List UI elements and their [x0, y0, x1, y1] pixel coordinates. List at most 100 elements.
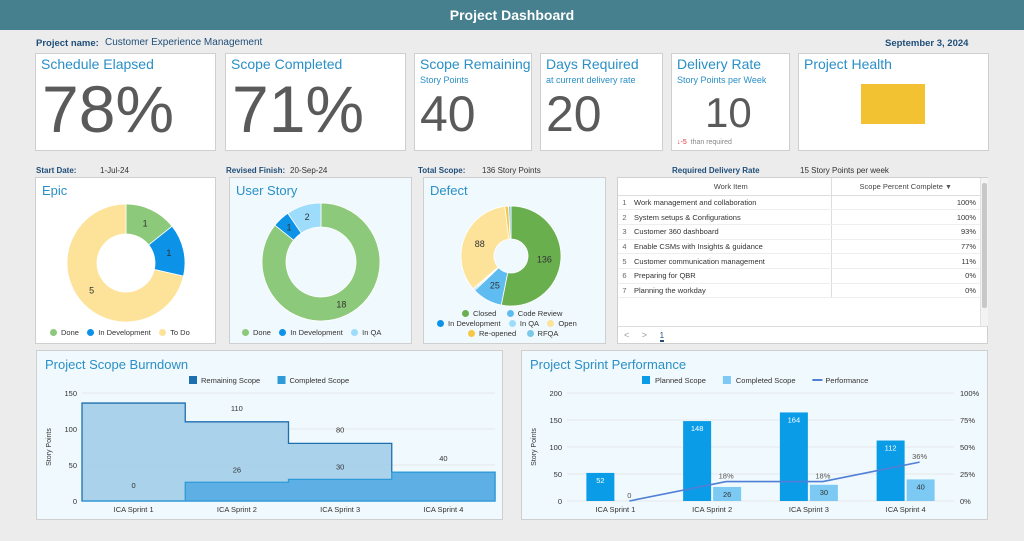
legend-dot-icon [50, 329, 57, 336]
days-required-card: Days Required at current delivery rate 2… [540, 53, 663, 151]
schedule-elapsed-title: Schedule Elapsed [41, 56, 154, 72]
work-item-cell: Customer communication management [631, 253, 831, 269]
user-story-card: User Story 18 1 2 Done In Development In Q… [229, 177, 412, 344]
donut-value-label: 18 [336, 299, 346, 309]
vertical-scrollbar[interactable] [980, 178, 988, 326]
y2-tick-label: 0% [960, 497, 971, 506]
legend-item[interactable]: Done [242, 328, 271, 337]
legend-dot-icon [279, 329, 287, 336]
page-number[interactable]: 1 [659, 331, 665, 342]
y-tick-label: 100 [549, 443, 562, 452]
legend-item[interactable]: In Development [87, 328, 151, 337]
table-row[interactable]: 2 System setups & Configurations 100% [618, 209, 980, 225]
table-row[interactable]: 6 Preparing for QBR 0% [618, 268, 980, 284]
table-row[interactable]: 7 Planning the workday 0% [618, 283, 980, 299]
legend-item[interactable]: Re-opened [468, 329, 516, 338]
completed-value-label: 30 [820, 488, 828, 497]
delivery-rate-subtitle: Story Points per Week [677, 75, 767, 85]
legend-item[interactable]: In QA [351, 328, 381, 337]
scope-percent-header-label: Scope Percent Complete [859, 181, 943, 191]
schedule-elapsed-card: Schedule Elapsed 78% [35, 53, 216, 151]
completed-scope-bar [906, 479, 935, 501]
table-row[interactable]: 3 Customer 360 dashboard 93% [618, 224, 980, 240]
y-tick-label: 50 [69, 461, 77, 470]
row-number: 6 [618, 268, 631, 284]
days-required-subtitle: at current delivery rate [546, 75, 636, 85]
days-required-title: Days Required [546, 56, 639, 72]
total-scope-label: Total Scope: [418, 166, 466, 175]
work-item-header-label: Work Item [713, 181, 748, 191]
table-row[interactable]: 1 Work management and collaboration 100% [618, 195, 980, 211]
report-date: September 3, 2024 [885, 38, 969, 49]
legend-label: In Development [448, 319, 501, 328]
legend-item[interactable]: Code Review [506, 309, 562, 318]
legend-item[interactable]: In Development [437, 319, 501, 328]
scope-remaining-value: 40 [420, 86, 476, 142]
row-number: 5 [618, 253, 631, 269]
prev-page-icon[interactable]: < [624, 330, 630, 340]
table-row[interactable]: 5 Customer communication management 11% [618, 253, 980, 269]
legend-item[interactable]: RFQA [526, 329, 558, 338]
project-name-value: Customer Experience Management [105, 37, 263, 48]
y-tick-label: 0 [558, 497, 562, 506]
planned-value-label: 52 [596, 476, 604, 485]
y-tick-label: 0 [73, 497, 77, 506]
days-required-value: 20 [546, 86, 602, 142]
x-tick-label: ICA Sprint 2 [217, 505, 257, 514]
scope-completed-card: Scope Completed 71% [225, 53, 406, 151]
burndown-chart: Project Scope Burndown Remaining Scope Com… [45, 357, 496, 514]
legend-label: Performance [825, 376, 868, 385]
scope-percent-cell: 93% [830, 224, 980, 240]
start-date-value: 1-Jul-24 [100, 166, 129, 175]
legend-label: Re-opened [479, 329, 517, 338]
work-item-cell: Enable CSMs with Insights & guidance [631, 239, 831, 255]
scrollbar-thumb[interactable] [982, 183, 987, 308]
legend-item[interactable]: Open [547, 319, 577, 328]
defect-legend-row-3: Re-opened RFQA [468, 329, 558, 338]
work-item-cell: Planning the workday [631, 283, 831, 299]
legend-item[interactable]: Done [50, 328, 79, 337]
planned-value-label: 148 [691, 424, 704, 433]
legend-label: In QA [362, 328, 382, 337]
remaining-value-label: 80 [336, 425, 344, 434]
donut-value-label: 5 [89, 285, 94, 295]
y-tick-label: 150 [64, 389, 77, 398]
scope-remaining-title: Scope Remaining [420, 56, 531, 72]
legend-swatch-icon [189, 376, 197, 384]
legend-dot-icon [508, 320, 516, 327]
planned-scope-bar [586, 472, 615, 501]
work-item-header[interactable]: Work Item [631, 178, 831, 196]
scope-percent-cell: 0% [830, 268, 980, 284]
legend-item[interactable]: To Do [159, 328, 190, 337]
epic-card: Epic 1 1 5 Done In Development To Do [35, 177, 216, 344]
scope-completed-title: Scope Completed [231, 56, 343, 72]
performance-value-label: 36% [912, 452, 927, 461]
row-number: 3 [618, 224, 631, 240]
schedule-elapsed-value: 78% [42, 72, 175, 146]
start-date-label: Start Date: [36, 166, 77, 175]
table-row[interactable]: 4 Enable CSMs with Insights & guidance 77% [618, 239, 980, 255]
donut-value-label: 88 [475, 239, 485, 249]
scope-percent-header[interactable]: Scope Percent Complete ▼ [830, 178, 980, 196]
performance-value-label: 0 [627, 491, 631, 500]
planned-scope-bar [779, 412, 808, 501]
legend-swatch-icon [277, 376, 286, 384]
defect-legend-row-2: In Development In QA Open [437, 319, 577, 328]
legend-item[interactable]: In Development [279, 328, 343, 337]
sprint-performance-card: Project Sprint Performance Planned Scope C… [521, 350, 988, 520]
sort-descending-icon[interactable]: ▼ [945, 183, 952, 191]
work-item-cell: Preparing for QBR [631, 268, 831, 284]
project-name-label: Project name: [36, 38, 99, 49]
legend-dot-icon [87, 329, 95, 336]
donut-slice [460, 205, 510, 290]
project-health-title: Project Health [804, 56, 892, 72]
legend-item[interactable]: Closed [462, 309, 496, 318]
row-number: 1 [618, 195, 631, 211]
legend-item[interactable]: In QA [508, 319, 539, 328]
scope-percent-cell: 100% [830, 209, 980, 225]
next-page-icon[interactable]: > [641, 330, 648, 340]
legend-dot-icon [506, 310, 514, 317]
planned-scope-bar [876, 440, 905, 501]
sprint-performance-chart: Project Sprint Performance Planned Scope C… [530, 357, 980, 514]
